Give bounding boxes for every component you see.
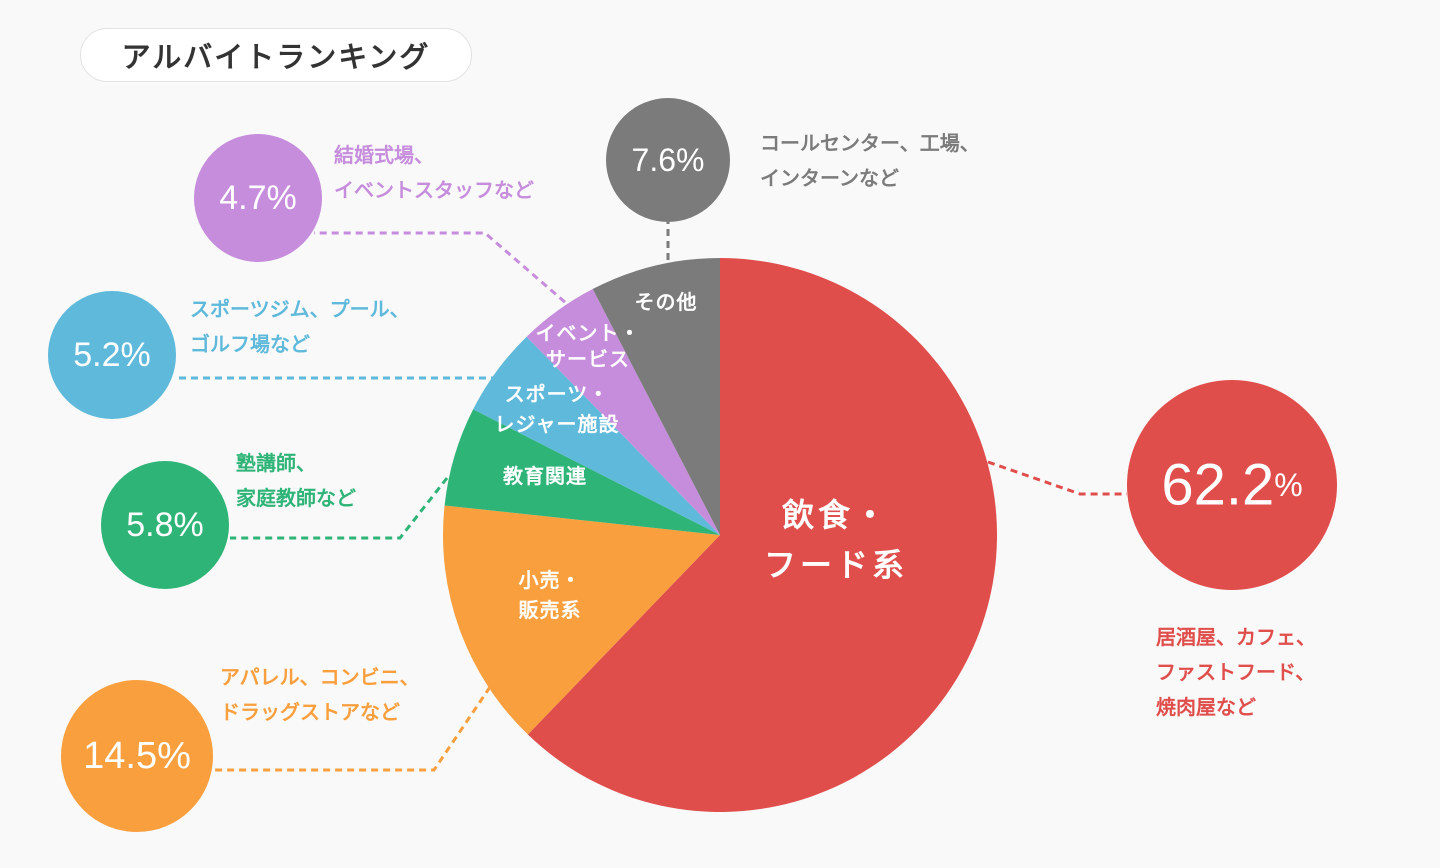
percent-value-retail: 14.5% [83, 735, 191, 777]
leader-lines [176, 222, 1127, 772]
percent-sign-food: % [1274, 467, 1302, 503]
slice-label-retail-1: 小売・ [519, 568, 582, 592]
slice-label-event-2: サービス [546, 347, 630, 371]
pie-slice-sports [473, 336, 720, 535]
callout-food-line-1: 居酒屋、カフェ、 [1156, 625, 1316, 649]
callout-other: コールセンター、工場、 インターンなど [760, 126, 980, 196]
slice-label-food-1: 飲食・ [782, 496, 890, 534]
leader-line-education [230, 477, 449, 540]
callout-event-line-2: イベントスタッフなど [334, 178, 534, 202]
pie-slice-education [444, 409, 720, 535]
page-title: アルバイトランキング [80, 28, 472, 82]
callout-sports-line-2: ゴルフ場など [190, 332, 310, 356]
slice-label-other-1: その他 [635, 290, 698, 314]
pie-slices [443, 258, 997, 812]
slice-label-retail-2: 販売系 [519, 598, 582, 622]
percent-bubble-event [194, 134, 322, 262]
percent-bubble-other [606, 98, 730, 222]
leader-line-retail [214, 686, 492, 772]
percent-value-event: 4.7% [219, 179, 297, 217]
callout-retail: アパレル、コンビニ、 ドラッグストアなど [220, 660, 420, 730]
percent-value-education: 5.8% [126, 506, 204, 544]
slice-label-education-1: 教育関連 [503, 464, 587, 488]
slice-label-sports-1: スポーツ・ [505, 382, 610, 406]
callout-sports: スポーツジム、プール、 ゴルフ場など [190, 292, 410, 362]
callout-event-line-1: 結婚式場、 [334, 143, 434, 167]
callout-education: 塾講師、 家庭教師など [236, 446, 356, 516]
leader-line-event [314, 231, 575, 312]
callout-other-line-1: コールセンター、工場、 [760, 131, 980, 155]
slice-label-sports-2: レジャー施設 [495, 412, 620, 436]
callout-food-line-2: ファストフード、 [1156, 660, 1316, 684]
callout-retail-line-2: ドラッグストアなど [220, 700, 400, 724]
pie-slice-food [527, 258, 997, 812]
callout-education-line-2: 家庭教師など [236, 486, 356, 510]
percent-bubble-retail [61, 680, 213, 832]
percent-value-other: 7.6% [632, 142, 705, 178]
callout-other-line-2: インターンなど [760, 166, 899, 190]
callout-food-line-3: 焼肉屋など [1156, 695, 1256, 719]
slice-label-food-2: フード系 [764, 546, 908, 584]
callout-event: 結婚式場、 イベントスタッフなど [334, 138, 534, 208]
percentage-bubbles: 62.2%14.5%5.8%5.2%4.7%7.6% [48, 98, 1337, 832]
percent-bubble-sports [48, 291, 176, 419]
pie-slice-event [526, 288, 720, 535]
callout-education-line-1: 塾講師、 [236, 451, 316, 475]
callout-sports-line-1: スポーツジム、プール、 [190, 297, 410, 321]
leader-line-food [987, 460, 1127, 496]
percent-bubble-education [101, 461, 229, 589]
slice-label-event-1: イベント・ [536, 321, 641, 345]
pie-slice-other [592, 258, 720, 535]
callout-food: 居酒屋、カフェ、 ファストフード、 焼肉屋など [1156, 620, 1316, 725]
pie-slice-retail [443, 505, 720, 735]
percent-value-sports: 5.2% [73, 336, 151, 374]
percent-bubble-food [1127, 380, 1337, 590]
callout-retail-line-1: アパレル、コンビニ、 [220, 665, 420, 689]
